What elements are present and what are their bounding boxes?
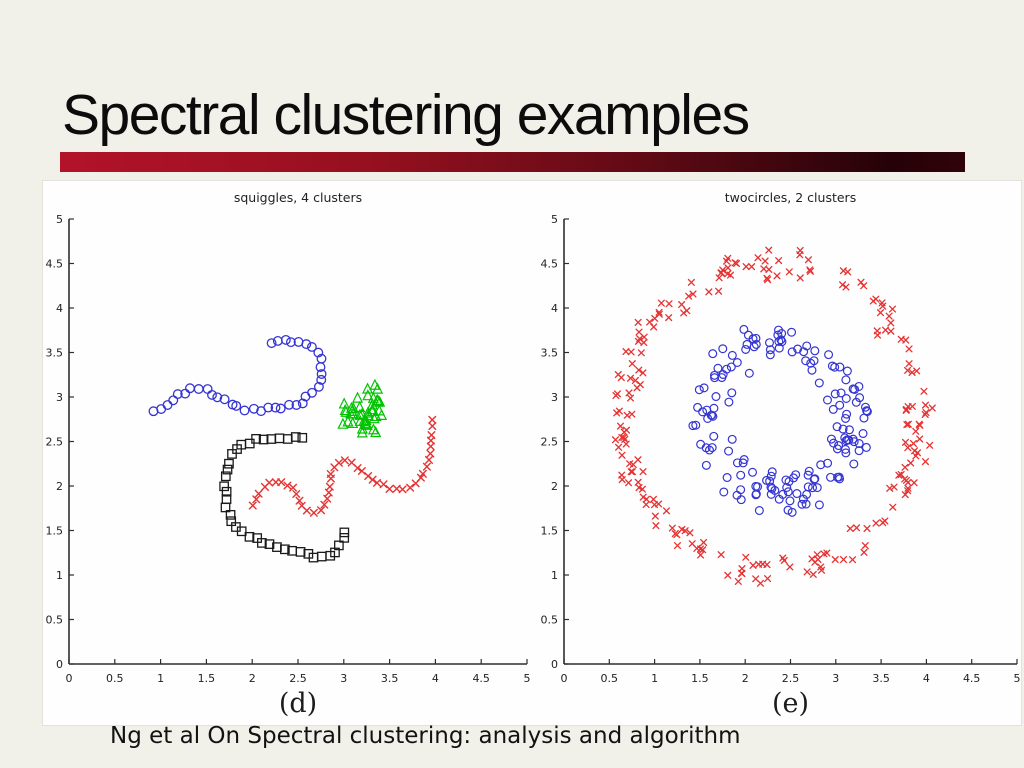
svg-text:2: 2: [742, 672, 749, 685]
svg-text:1.5: 1.5: [46, 525, 64, 538]
svg-text:0: 0: [66, 672, 73, 685]
black-square-arc: [219, 432, 350, 563]
svg-text:twocircles, 2 clusters: twocircles, 2 clusters: [725, 190, 856, 205]
svg-text:1: 1: [157, 672, 164, 685]
svg-text:2.5: 2.5: [289, 672, 307, 685]
svg-text:squiggles, 4 clusters: squiggles, 4 clusters: [234, 190, 362, 205]
slide-title: Spectral clustering examples: [62, 83, 750, 147]
scatter-plot-squiggles: 0 0.5 1 1.5 2 2.5 3 3.5 4 4.5 5 0 0.5 1 1.5 2 2.5 3 3.5 4 4.…: [46, 190, 531, 719]
blue-circle-squiggle: [148, 334, 327, 417]
svg-text:5: 5: [56, 213, 63, 226]
svg-text:3: 3: [832, 672, 839, 685]
citation-text: Ng et al On Spectral clustering: analysi…: [110, 723, 741, 749]
svg-text:5: 5: [551, 213, 558, 226]
svg-text:1: 1: [56, 569, 63, 582]
red-x-squiggle: [248, 415, 437, 517]
inner-blue-circle-ring: [688, 324, 872, 517]
svg-text:5: 5: [524, 672, 531, 685]
svg-text:2.5: 2.5: [782, 672, 800, 685]
figure-panel: 0 0.5 1 1.5 2 2.5 3 3.5 4 4.5 5 0 0.5 1 1.5 2 2.5 3 3.5 4 4.…: [42, 180, 1022, 726]
svg-text:0: 0: [56, 658, 63, 671]
svg-text:4.5: 4.5: [472, 672, 490, 685]
svg-text:2: 2: [551, 480, 558, 493]
svg-text:2.5: 2.5: [46, 436, 64, 449]
svg-text:1: 1: [551, 569, 558, 582]
svg-text:2: 2: [56, 480, 63, 493]
svg-text:4.5: 4.5: [963, 672, 981, 685]
svg-text:0.5: 0.5: [601, 672, 619, 685]
scatter-figure: 0 0.5 1 1.5 2 2.5 3 3.5 4 4.5 5 0 0.5 1 1.5 2 2.5 3 3.5 4 4.…: [46, 190, 1021, 719]
svg-text:4: 4: [56, 302, 63, 315]
svg-text:3.5: 3.5: [381, 672, 399, 685]
svg-text:2.5: 2.5: [541, 436, 559, 449]
scatter-plot-twocircles: 0 0.5 1 1.5 2 2.5 3 3.5 4 4.5 5 0 0.5 1 1.5 2 2.5 3 3.5 4 4.…: [541, 190, 1021, 719]
svg-text:3: 3: [340, 672, 347, 685]
svg-text:1.5: 1.5: [691, 672, 709, 685]
svg-text:(e): (e): [772, 688, 809, 719]
svg-text:2: 2: [249, 672, 256, 685]
title-accent-bar: [60, 152, 965, 172]
svg-text:4: 4: [551, 302, 558, 315]
svg-text:4.5: 4.5: [541, 258, 559, 271]
svg-text:0.5: 0.5: [46, 614, 64, 627]
svg-text:1: 1: [651, 672, 658, 685]
outer-red-x-ring: [611, 246, 936, 587]
svg-text:0: 0: [551, 658, 558, 671]
svg-text:4.5: 4.5: [46, 258, 64, 271]
svg-text:3: 3: [56, 391, 63, 404]
svg-text:5: 5: [1014, 672, 1021, 685]
svg-text:3.5: 3.5: [872, 672, 890, 685]
green-triangle-cluster: [337, 378, 388, 438]
svg-text:3: 3: [551, 391, 558, 404]
svg-text:1.5: 1.5: [541, 525, 559, 538]
svg-text:(d): (d): [279, 688, 317, 719]
svg-text:0: 0: [561, 672, 568, 685]
svg-text:4: 4: [432, 672, 439, 685]
svg-text:1.5: 1.5: [198, 672, 216, 685]
svg-text:4: 4: [923, 672, 930, 685]
svg-text:0.5: 0.5: [541, 614, 559, 627]
svg-text:3.5: 3.5: [541, 347, 559, 360]
svg-text:3.5: 3.5: [46, 347, 64, 360]
svg-text:0.5: 0.5: [106, 672, 124, 685]
